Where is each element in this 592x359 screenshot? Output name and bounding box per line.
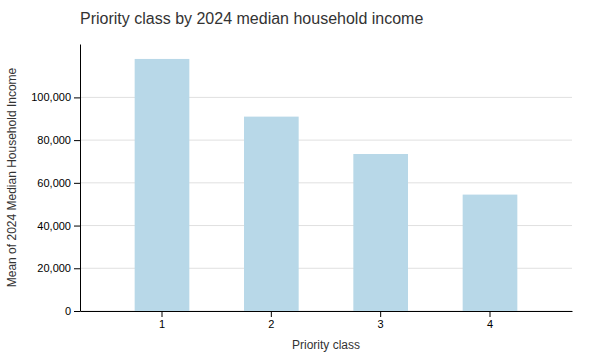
x-tick-label: 2 xyxy=(268,318,274,330)
y-axis-title: Mean of 2024 Median Household Income xyxy=(5,67,19,287)
y-tick-label: 20,000 xyxy=(37,262,71,274)
x-tick-label: 1 xyxy=(159,318,165,330)
y-tick-mark xyxy=(74,97,80,98)
y-tick-mark xyxy=(74,226,80,227)
x-tick-label: 4 xyxy=(487,318,493,330)
x-tick: 1 xyxy=(159,311,165,330)
plot-area: 0 20,000 40,000 60,000 80,000 100,000 1 2 3 4 xyxy=(31,45,572,330)
y-tick-mark xyxy=(74,140,80,141)
y-tick: 0 xyxy=(65,305,80,317)
chart-title: Priority class by 2024 median household … xyxy=(80,10,423,27)
chart-svg: 0 20,000 40,000 60,000 80,000 100,000 1 2 3 4 Prio… xyxy=(0,0,592,359)
x-axis-title: Priority class xyxy=(292,338,360,352)
x-tick: 3 xyxy=(378,311,384,330)
y-tick-label: 100,000 xyxy=(31,91,71,103)
x-tick: 2 xyxy=(268,311,274,330)
bar xyxy=(244,117,299,311)
y-tick: 100,000 xyxy=(31,91,80,103)
x-tick-mark xyxy=(380,311,381,317)
y-tick: 60,000 xyxy=(37,177,80,189)
x-axis-line xyxy=(81,311,573,312)
y-tick-label: 60,000 xyxy=(37,177,71,189)
bars xyxy=(135,59,518,311)
y-axis-line xyxy=(80,45,81,312)
y-tick-label: 80,000 xyxy=(37,134,71,146)
y-tick-mark xyxy=(74,183,80,184)
y-tick: 80,000 xyxy=(37,134,80,146)
y-tick: 20,000 xyxy=(37,262,80,274)
y-tick-label: 40,000 xyxy=(37,220,71,232)
y-tick-mark xyxy=(74,311,80,312)
x-tick-mark xyxy=(271,311,272,317)
chart-container: 0 20,000 40,000 60,000 80,000 100,000 1 2 3 4 Prio… xyxy=(0,0,592,359)
x-axis: 1 2 3 4 xyxy=(81,311,573,330)
bar xyxy=(463,195,518,311)
x-tick-mark xyxy=(162,311,163,317)
y-tick-mark xyxy=(74,268,80,269)
x-tick: 4 xyxy=(487,311,493,330)
bar xyxy=(353,154,408,311)
x-tick-label: 3 xyxy=(378,318,384,330)
x-tick-mark xyxy=(490,311,491,317)
y-axis: 0 20,000 40,000 60,000 80,000 100,000 xyxy=(31,45,80,318)
y-tick-label: 0 xyxy=(65,305,71,317)
y-tick: 40,000 xyxy=(37,220,80,232)
bar xyxy=(135,59,190,311)
